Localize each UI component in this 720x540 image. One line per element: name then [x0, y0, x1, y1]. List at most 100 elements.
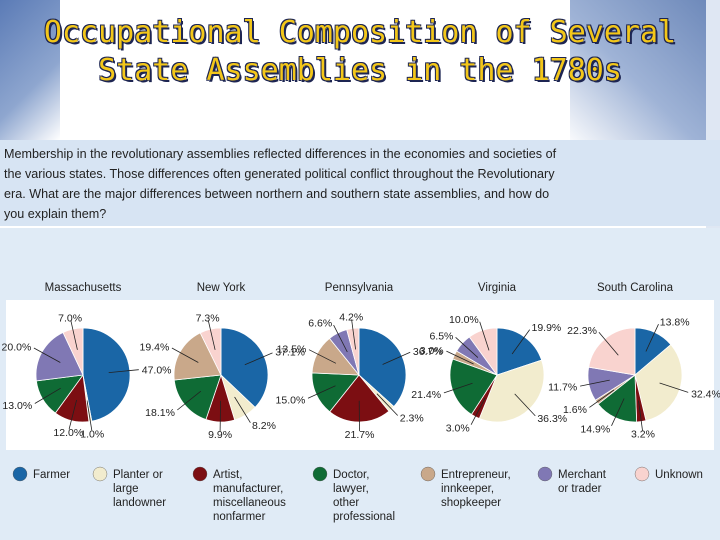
data-label-virginia-farmer: 19.9%	[531, 322, 561, 334]
slide-title-line-1: Occupational Composition of Several	[43, 15, 677, 50]
data-label-south-carolina-unknown: 22.3%	[567, 325, 597, 337]
data-label-virginia-merchant: 6.5%	[429, 330, 453, 342]
data-label-pennsylvania-unknown: 4.2%	[339, 312, 363, 324]
data-label-virginia-planter: 36.3%	[537, 413, 567, 425]
leader-line-south-carolina-artist	[638, 400, 643, 431]
decorative-shape-left	[0, 0, 60, 140]
data-label-new-york-artist: 9.9%	[208, 429, 232, 441]
data-label-massachusetts-doctor: 13.0%	[2, 400, 32, 412]
data-label-virginia-unknown: 10.0%	[449, 314, 479, 326]
legend-label-doctor: professional	[333, 511, 395, 523]
leader-line-massachusetts-farmer	[108, 369, 139, 373]
leader-line-south-carolina-unknown	[598, 331, 619, 356]
data-label-pennsylvania-farmer: 36.7%	[413, 346, 443, 358]
legend-label-planter: large	[113, 483, 139, 495]
data-label-pennsylvania-doctor: 15.0%	[276, 394, 306, 406]
legend-label-artist: miscellaneous	[213, 497, 286, 509]
pie-title-new-york: New York	[197, 282, 246, 294]
data-label-new-york-farmer: 37.1%	[275, 347, 305, 359]
data-label-new-york-planter: 8.2%	[252, 420, 276, 432]
legend-label-doctor: other	[333, 497, 359, 509]
legend-swatch-merchant	[537, 466, 553, 482]
leader-line-virginia-entrepreneur	[446, 350, 474, 365]
slide-title: Occupational Composition of Several Stat…	[0, 14, 720, 90]
leader-line-virginia-merchant	[455, 337, 479, 358]
legend-label-merchant: or trader	[558, 483, 602, 495]
legend-label-artist: manufacturer,	[213, 483, 283, 495]
legend-label-artist: nonfarmer	[213, 511, 266, 523]
legend-label-entrepreneur: innkeeper,	[441, 483, 494, 495]
legend-swatch-unknown	[634, 466, 650, 482]
data-label-pennsylvania-planter: 2.3%	[400, 413, 424, 425]
data-label-pennsylvania-artist: 21.7%	[345, 429, 375, 441]
leader-line-new-york-doctor	[177, 390, 202, 411]
data-label-pennsylvania-entrepreneur: 13.5%	[277, 343, 307, 355]
data-label-massachusetts-unknown: 7.0%	[58, 312, 82, 324]
leader-line-pennsylvania-farmer	[382, 351, 411, 365]
legend-swatch-planter	[92, 466, 108, 482]
legend-label-unknown: Unknown	[655, 469, 703, 481]
leader-line-virginia-artist	[470, 397, 486, 425]
data-label-south-carolina-artist: 3.2%	[631, 428, 655, 440]
leader-line-massachusetts-artist	[68, 399, 77, 430]
data-label-south-carolina-entrepreneur: 1.6%	[563, 404, 587, 416]
leader-line-new-york-planter	[234, 396, 251, 423]
decorative-shape-right	[570, 0, 720, 150]
legend-label-entrepreneur: shopkeeper	[441, 497, 501, 509]
slide-title-line-2: State Assemblies in the 1780s	[98, 53, 622, 88]
leader-line-south-carolina-doctor	[611, 398, 625, 426]
legend-label-farmer: Farmer	[33, 469, 70, 481]
leader-line-pennsylvania-merchant	[333, 324, 348, 353]
legend-label-entrepreneur: Entrepreneur,	[441, 469, 511, 481]
data-label-south-carolina-doctor: 14.9%	[580, 424, 610, 436]
leader-line-massachusetts-planter	[86, 400, 93, 431]
leader-line-massachusetts-unknown	[70, 320, 78, 350]
legend-label-artist: Artist,	[213, 469, 242, 481]
figure-caption: Membership in the revolutionary assembli…	[0, 140, 720, 226]
leader-line-virginia-planter	[514, 393, 536, 417]
legend-label-merchant: Merchant	[558, 469, 607, 481]
legend-swatch-artist	[192, 466, 208, 482]
leader-line-virginia-unknown	[479, 321, 490, 351]
leader-line-new-york-unknown	[207, 320, 216, 350]
data-label-virginia-entrepreneur: 3.0%	[420, 345, 444, 357]
data-label-pennsylvania-merchant: 6.6%	[308, 317, 332, 329]
leader-line-massachusetts-doctor	[34, 387, 61, 404]
leader-line-pennsylvania-doctor	[307, 385, 336, 399]
data-label-massachusetts-merchant: 20.0%	[2, 342, 32, 354]
leader-line-massachusetts-merchant	[33, 347, 61, 363]
leader-line-pennsylvania-entrepreneur	[308, 349, 337, 364]
data-label-massachusetts-artist: 12.0%	[53, 427, 83, 439]
pie-title-virginia: Virginia	[478, 282, 517, 294]
data-label-new-york-unknown: 7.3%	[196, 313, 220, 325]
data-label-new-york-entrepreneur: 19.4%	[140, 342, 170, 354]
legend-swatch-farmer	[12, 466, 28, 482]
leader-line-south-carolina-entrepreneur	[589, 389, 615, 408]
data-label-massachusetts-farmer: 47.0%	[142, 364, 172, 376]
legend-swatch-entrepreneur	[420, 466, 436, 482]
leader-line-pennsylvania-planter	[376, 393, 398, 416]
data-label-virginia-artist: 3.0%	[446, 422, 470, 434]
data-label-south-carolina-merchant: 11.7%	[548, 382, 577, 394]
pie-title-pennsylvania: Pennsylvania	[325, 282, 394, 294]
data-label-south-carolina-planter: 32.4%	[691, 388, 720, 400]
leader-line-pennsylvania-unknown	[351, 319, 356, 350]
legend-swatch-doctor	[312, 466, 328, 482]
legend-label-doctor: lawyer,	[333, 483, 369, 495]
leader-line-new-york-artist	[219, 400, 221, 432]
data-label-massachusetts-planter: 1.0%	[80, 428, 104, 440]
pie-title-south-carolina: South Carolina	[597, 282, 674, 294]
legend-label-doctor: Doctor,	[333, 469, 369, 481]
leader-line-south-carolina-merchant	[580, 379, 610, 387]
pie-title-massachusetts: Massachusetts	[45, 282, 122, 294]
leader-line-new-york-farmer	[244, 352, 273, 366]
pie-slice-massachusetts-farmer	[82, 327, 131, 422]
leader-line-virginia-doctor	[443, 382, 473, 394]
data-label-new-york-doctor: 18.1%	[145, 407, 175, 419]
leader-line-south-carolina-planter	[659, 382, 689, 393]
leader-line-virginia-farmer	[511, 329, 531, 355]
leader-line-south-carolina-farmer	[645, 324, 659, 352]
legend-label-planter: Planter or	[113, 469, 163, 481]
data-label-virginia-doctor: 21.4%	[411, 389, 441, 401]
